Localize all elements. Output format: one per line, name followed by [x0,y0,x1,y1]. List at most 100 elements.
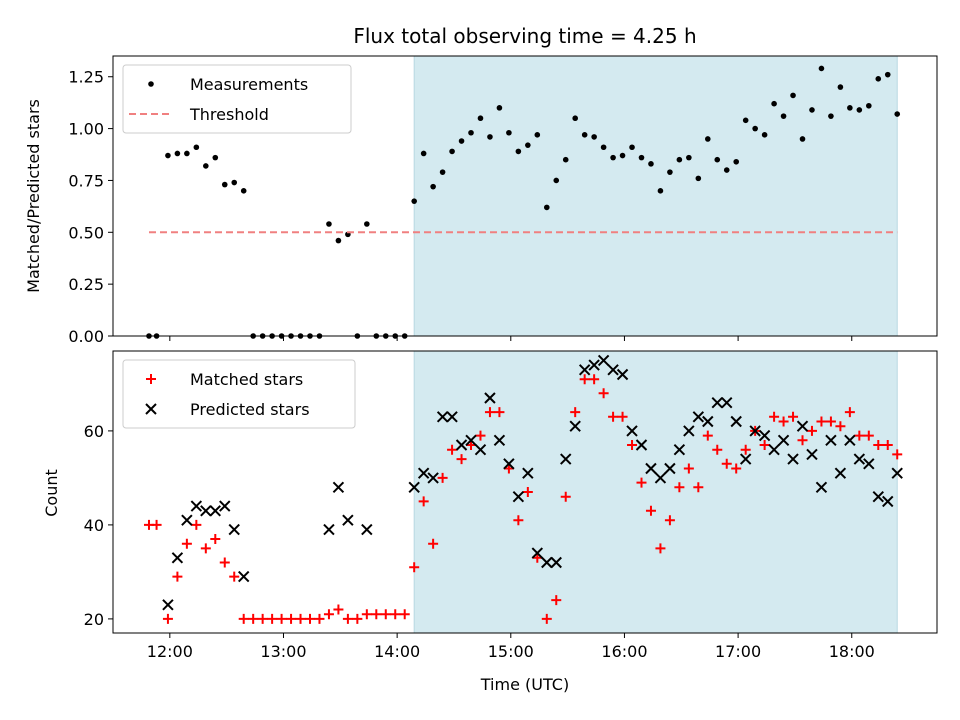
data-point [635,439,648,451]
data-point [569,420,581,432]
data-point [740,444,751,455]
data-point [543,204,550,211]
data-point [181,514,193,526]
data-point [875,76,882,82]
data-point [484,407,495,418]
y-tick-label: 0.25 [68,275,104,294]
data-point [439,169,446,175]
data-point [645,505,656,516]
data-point [562,156,569,163]
data-point [342,613,353,624]
legend-box [122,359,356,429]
legend-label: Matched stars [190,370,303,389]
data-point [475,430,486,441]
y-tick-label: 1.25 [68,68,104,87]
data-point [711,396,723,409]
data-point [361,523,373,536]
data-point [676,156,683,163]
legend: Measurements Threshold [122,64,352,134]
x-tick-label: 18:00 [829,642,875,661]
data-point [380,609,391,620]
data-point [721,458,732,469]
data-point [228,523,240,536]
data-point [712,444,723,455]
data-point [607,364,619,376]
data-point [626,425,638,437]
data-point [456,454,467,465]
data-point [295,613,306,624]
data-point [721,396,733,409]
data-point [496,105,503,111]
data-point [863,430,874,441]
y-tick-label: 0.00 [68,327,104,346]
data-point [323,523,335,536]
data-point [209,505,221,517]
data-point [608,411,619,422]
legend-label: Threshold [189,105,269,124]
data-point [420,150,427,157]
y-axis-label-count: Count [42,469,61,517]
data-point [866,102,872,109]
data-point [731,463,742,474]
data-point [777,434,790,447]
y-tick-label: 1.00 [68,120,104,139]
data-point [657,188,664,194]
data-point [853,453,866,465]
data-point [847,105,853,111]
data-point [200,543,211,554]
series-predicted-stars [162,354,903,611]
data-point [411,198,417,204]
data-point [171,552,184,564]
data-point [446,411,458,423]
data-point [704,136,711,142]
data-point [884,71,891,78]
data-point [513,515,524,526]
data-point [683,463,694,474]
data-point [778,416,789,427]
data-point [371,609,382,620]
data-point [333,604,344,615]
data-point [617,411,628,422]
data-point [589,374,600,385]
data-point [560,491,571,502]
data-point [335,237,342,244]
y-axis-label-ratio: Matched/Predicted stars [24,99,43,293]
data-point [787,453,799,465]
data-point [619,152,626,159]
data-point [816,416,827,427]
panel-ratio: 0.00 0.25 0.50 0.75 1.00 1.25 Measurements Thre… [68,55,938,346]
observing-window-shade [414,56,898,336]
data-point [151,519,162,530]
x-tick-label: 15:00 [488,642,534,661]
data-point [769,411,780,422]
data-point [828,113,834,119]
panel-counts: 20 40 60 12:00 13:00 14:00 15:00 16:00 17:00 18:0… [84,350,938,661]
data-point [550,556,562,569]
data-point [806,425,817,436]
data-point [645,462,657,475]
y-tick-label: 40 [84,516,104,535]
y-tick-label: 20 [84,610,104,629]
data-point [219,500,231,512]
data-point [761,132,768,138]
data-point [570,407,581,418]
data-point [352,613,363,624]
data-point [873,440,884,450]
data-point [541,556,553,569]
data-point [515,148,522,155]
data-point [882,495,894,508]
data-point [522,467,534,479]
data-point [525,142,531,148]
data-point [342,514,354,526]
data-point [455,439,468,451]
data-point [759,440,770,450]
data-point [174,150,181,157]
data-point [229,571,240,582]
x-tick-label: 14:00 [374,642,420,661]
data-point [610,154,616,161]
data-point [730,415,742,428]
y-tick-label: 0.75 [68,171,104,190]
data-point [240,188,247,194]
data-point [572,115,578,122]
